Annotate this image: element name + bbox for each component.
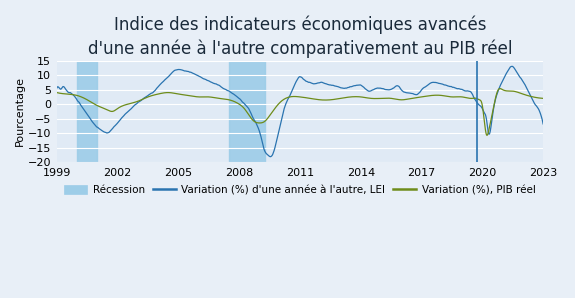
Bar: [229, 61, 264, 162]
Legend: Récession, Variation (%) d'une année à l'autre, LEI, Variation (%), PIB réel: Récession, Variation (%) d'une année à l…: [60, 181, 540, 199]
Title: Indice des indicateurs économiques avancés
d'une année à l'autre comparativement: Indice des indicateurs économiques avanc…: [88, 15, 512, 58]
Bar: [77, 61, 97, 162]
Y-axis label: Pourcentage: Pourcentage: [15, 76, 25, 146]
